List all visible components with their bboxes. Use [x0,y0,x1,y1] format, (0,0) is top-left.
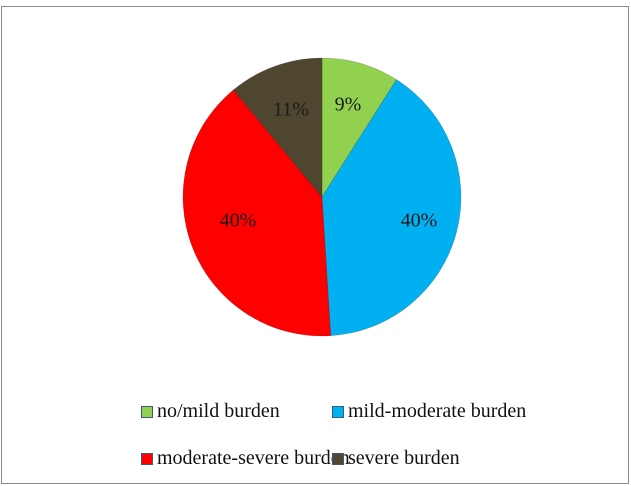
legend-item-mild-moderate: mild-moderate burden [332,400,526,423]
legend-item-moderate-severe: moderate-severe burden [141,447,350,470]
legend-item-severe: severe burden [332,447,460,470]
legend-swatch [141,452,153,465]
legend-swatch [332,405,344,418]
legend-label: moderate-severe burden [157,447,350,469]
pie-slice-label-2: 40% [401,210,438,232]
pie-slice-label-3: 40% [220,210,257,232]
legend-item-no-mild: no/mild burden [141,400,280,423]
pie-slice-4 [232,57,323,198]
pie-slice-1 [321,57,397,199]
pie-slice-2 [321,79,462,337]
pie-slice-label-1: 9% [335,94,362,116]
legend-label: no/mild burden [157,400,280,422]
legend-label: severe burden [348,447,460,469]
legend-label: mild-moderate burden [348,400,527,422]
legend-swatch [141,405,153,418]
pie-slice-label-4: 11% [273,99,309,121]
pie-slice-3 [182,89,332,337]
legend-swatch [332,452,344,465]
